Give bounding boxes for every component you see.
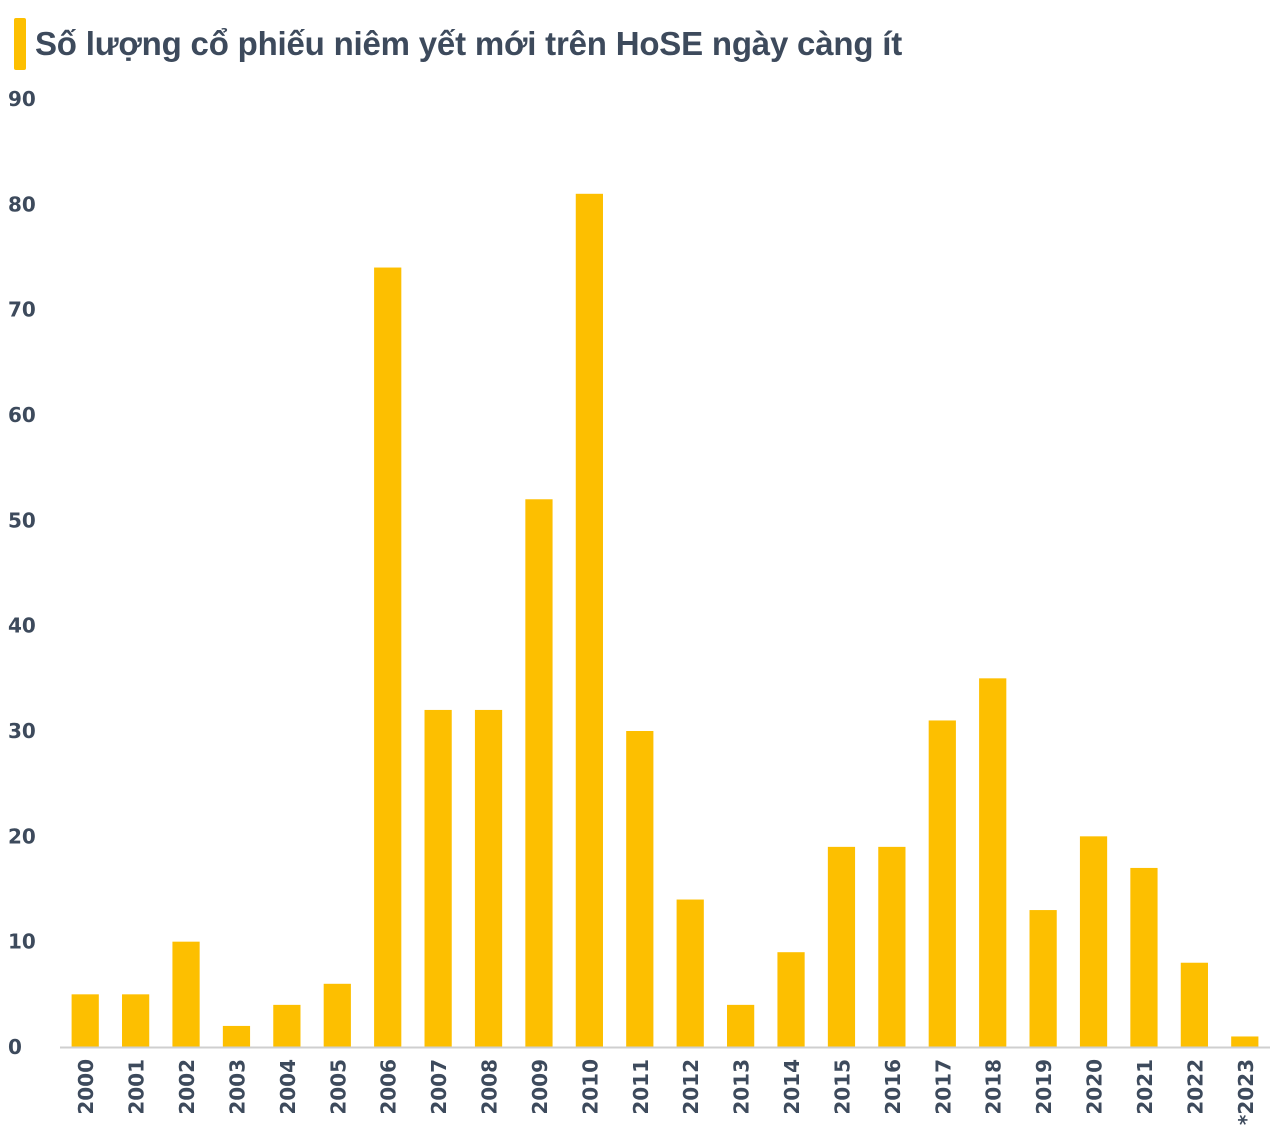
bar-2000 bbox=[71, 994, 99, 1047]
y-tick-label: 90 bbox=[8, 87, 36, 111]
chart-title-block: Số lượng cổ phiếu niêm yết mới trên HoSE… bbox=[14, 18, 902, 70]
y-tick-label: 0 bbox=[8, 1035, 22, 1059]
x-tick-label: 2021 bbox=[1133, 1059, 1157, 1115]
chart-title: Số lượng cổ phiếu niêm yết mới trên HoSE… bbox=[35, 25, 903, 62]
bar-2009 bbox=[525, 499, 553, 1047]
x-tick-label: 2009 bbox=[528, 1059, 552, 1115]
bar-2004 bbox=[273, 1004, 301, 1047]
bar-est-2023 bbox=[1231, 1036, 1259, 1047]
y-tick-label: 60 bbox=[8, 403, 36, 427]
x-tick-label: 2012 bbox=[679, 1059, 703, 1115]
x-tick-label: 2006 bbox=[377, 1059, 401, 1115]
x-tick-label: 2019 bbox=[1032, 1059, 1056, 1115]
bar-2003 bbox=[222, 1025, 251, 1047]
bar-2005 bbox=[323, 983, 351, 1047]
bar-2011 bbox=[626, 731, 654, 1047]
x-tick-label: 2017 bbox=[931, 1059, 955, 1115]
x-tick-label: 2003 bbox=[225, 1059, 249, 1115]
bar-2015 bbox=[827, 846, 856, 1047]
bar-2006 bbox=[374, 267, 402, 1047]
x-tick-label: 2020 bbox=[1083, 1059, 1107, 1115]
title-accent-bar bbox=[14, 18, 26, 70]
x-tick-label: 2005 bbox=[326, 1059, 350, 1115]
y-axis: 0 10 20 30 40 50 60 70 80 90 bbox=[8, 87, 36, 1059]
x-tick-label: 2007 bbox=[427, 1059, 451, 1115]
x-tick-label: 2014 bbox=[780, 1059, 804, 1115]
bar-2008 bbox=[474, 709, 503, 1047]
bar-2021 bbox=[1130, 867, 1158, 1047]
y-tick-label: 40 bbox=[8, 614, 36, 638]
y-tick-label: 20 bbox=[8, 824, 36, 848]
x-tick-label: 2000 bbox=[74, 1059, 98, 1115]
x-tick-label: 2013 bbox=[730, 1059, 754, 1115]
bar-2010 bbox=[575, 193, 603, 1048]
y-tick-label: 10 bbox=[8, 930, 36, 954]
y-tick-label: 30 bbox=[8, 719, 36, 743]
bars bbox=[71, 193, 1259, 1048]
x-axis: 2000 2001 2002 2003 2004 2005 2006 2007 2008 2009… bbox=[74, 1059, 1258, 1125]
x-tick-label: 2010 bbox=[578, 1059, 602, 1115]
bar-2018 bbox=[979, 678, 1007, 1047]
x-tick-label: *2023 bbox=[1234, 1059, 1258, 1125]
x-tick-label: 2001 bbox=[125, 1059, 149, 1115]
x-tick-label: 2008 bbox=[478, 1059, 502, 1115]
y-tick-label: 50 bbox=[8, 508, 36, 532]
x-tick-label: 2016 bbox=[881, 1059, 905, 1115]
x-tick-label: 2011 bbox=[629, 1059, 653, 1115]
bar-2001 bbox=[122, 994, 150, 1047]
bar-2014 bbox=[777, 952, 805, 1047]
bar-2017 bbox=[928, 720, 956, 1047]
x-tick-label: 2004 bbox=[276, 1059, 300, 1115]
bar-2013 bbox=[727, 1004, 755, 1047]
x-tick-label: 2022 bbox=[1183, 1059, 1207, 1115]
bar-2012 bbox=[676, 899, 704, 1047]
y-tick-label: 70 bbox=[8, 298, 36, 322]
x-tick-label: 2002 bbox=[175, 1059, 199, 1115]
y-tick-label: 80 bbox=[8, 192, 36, 216]
x-tick-label: 2015 bbox=[830, 1059, 854, 1115]
x-tick-label: 2018 bbox=[982, 1059, 1006, 1115]
bar-2020 bbox=[1079, 836, 1108, 1047]
bar-2016 bbox=[878, 846, 906, 1047]
bar-2022 bbox=[1180, 962, 1208, 1047]
bar-2002 bbox=[172, 941, 200, 1047]
bar-2019 bbox=[1029, 910, 1057, 1047]
bar-2007 bbox=[424, 709, 452, 1047]
